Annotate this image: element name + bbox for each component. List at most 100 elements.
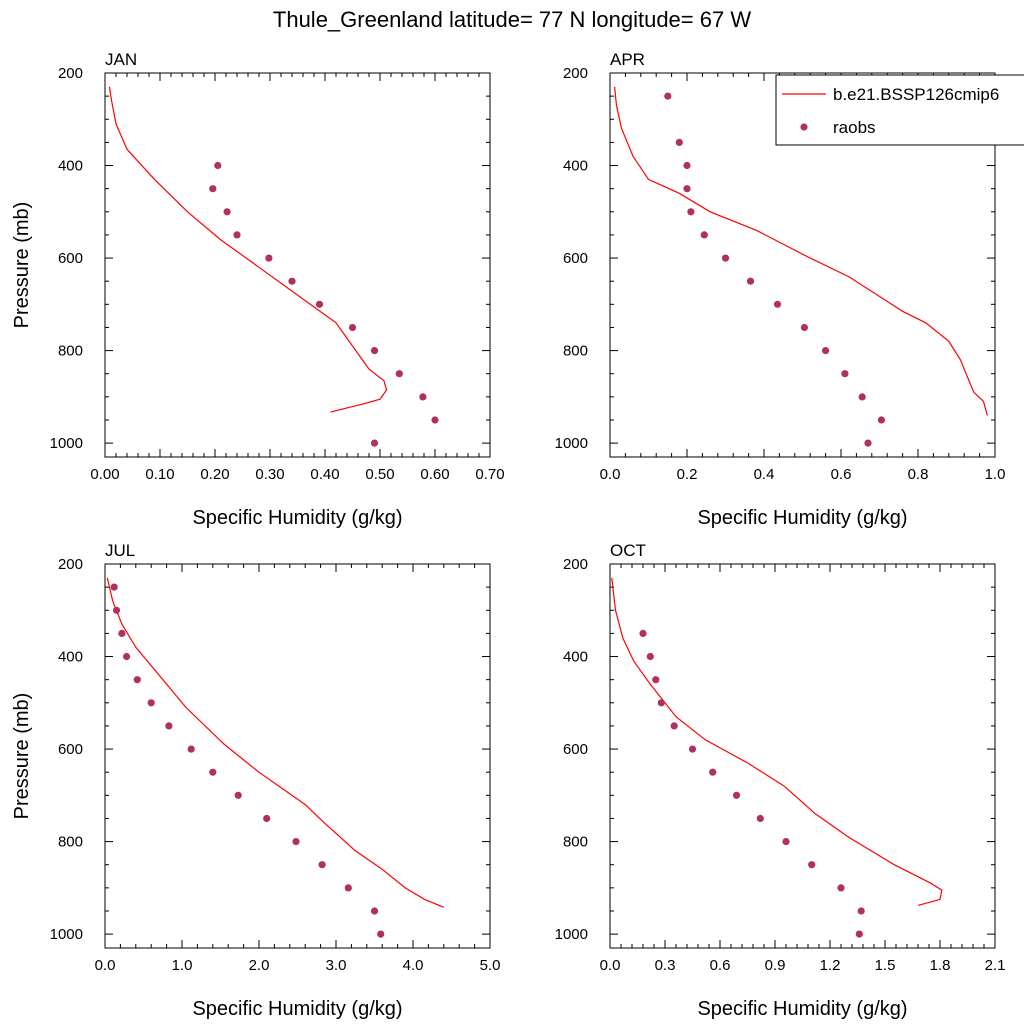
plot-frame bbox=[609, 563, 996, 949]
raobs-point bbox=[687, 208, 695, 216]
y-tick-label: 800 bbox=[58, 343, 83, 360]
x-tick-label: 0.70 bbox=[475, 466, 504, 483]
x-axis-title: Specific Humidity (g/kg) bbox=[697, 507, 907, 529]
raobs-point bbox=[864, 439, 872, 447]
legend-obs-label: raobs bbox=[833, 118, 876, 137]
x-tick-label: 3.0 bbox=[326, 957, 347, 974]
raobs-point bbox=[318, 861, 326, 869]
plot-frame bbox=[104, 72, 491, 458]
y-tick-label: 800 bbox=[563, 834, 588, 851]
raobs-point bbox=[746, 277, 755, 285]
model-profile-line bbox=[108, 86, 388, 413]
x-tick-label: 0.6 bbox=[831, 466, 852, 483]
raobs-point bbox=[187, 745, 195, 753]
x-tick-label: 1.2 bbox=[820, 957, 841, 974]
y-tick-label: 400 bbox=[58, 649, 83, 666]
x-tick-label: 0.40 bbox=[310, 466, 339, 483]
x-axis-title: Specific Humidity (g/kg) bbox=[697, 998, 907, 1020]
x-tick-label: 0.8 bbox=[908, 466, 929, 483]
model-profile-line bbox=[106, 577, 445, 908]
x-tick-label: 0.9 bbox=[765, 957, 786, 974]
raobs-point bbox=[233, 231, 241, 239]
raobs-point bbox=[348, 323, 357, 332]
x-tick-label: 0.4 bbox=[754, 466, 775, 483]
raobs-point bbox=[234, 791, 242, 799]
x-tick-label: 1.0 bbox=[985, 466, 1006, 483]
legend: b.e21.BSSP126cmip6 raobs bbox=[775, 74, 1024, 146]
x-tick-label: 4.0 bbox=[403, 957, 424, 974]
x-tick-label: 0.2 bbox=[677, 466, 698, 483]
figure-title: Thule_Greenland latitude= 77 N longitude… bbox=[273, 7, 751, 32]
x-tick-label: 0.20 bbox=[200, 466, 229, 483]
y-tick-label: 600 bbox=[58, 250, 83, 267]
y-tick-label: 400 bbox=[563, 649, 588, 666]
y-tick-label: 1000 bbox=[50, 926, 83, 943]
raobs-point bbox=[419, 393, 427, 401]
y-tick-label: 800 bbox=[58, 834, 83, 851]
panel-title: OCT bbox=[610, 541, 646, 560]
x-tick-label: 1.8 bbox=[930, 957, 951, 974]
raobs-point bbox=[857, 907, 865, 915]
raobs-point bbox=[147, 699, 155, 707]
raobs-point bbox=[209, 185, 217, 193]
raobs-point bbox=[133, 676, 141, 684]
raobs-point bbox=[370, 439, 379, 447]
raobs-point bbox=[214, 161, 222, 170]
raobs-point bbox=[855, 930, 863, 938]
x-tick-label: 0.0 bbox=[600, 957, 621, 974]
raobs-point bbox=[118, 629, 126, 638]
x-tick-label: 0.00 bbox=[90, 466, 119, 483]
y-tick-label: 600 bbox=[563, 741, 588, 758]
y-tick-label: 200 bbox=[58, 65, 83, 82]
raobs-point bbox=[773, 300, 782, 308]
y-tick-label: 1000 bbox=[555, 926, 588, 943]
raobs-point bbox=[688, 745, 697, 753]
y-tick-label: 400 bbox=[563, 158, 588, 175]
raobs-point bbox=[288, 277, 296, 285]
raobs-point bbox=[646, 652, 654, 661]
raobs-point bbox=[683, 161, 691, 170]
y-tick-label: 200 bbox=[563, 65, 588, 82]
x-axis-title: Specific Humidity (g/kg) bbox=[192, 998, 402, 1020]
raobs-point bbox=[709, 768, 717, 776]
legend-box bbox=[775, 74, 1024, 146]
panel-jul: JUL 0.0 1.0 2.0 3.0 4.0 5.0 200 400 600 800 1000 Spe… bbox=[11, 541, 500, 1020]
raobs-point bbox=[344, 884, 352, 892]
raobs-point bbox=[110, 583, 118, 591]
y-tick-label: 1000 bbox=[555, 435, 588, 452]
panel-jan: JAN 0.00 0.10 0.20 0.30 0.40 0.50 0.60 0.70 200 40… bbox=[11, 50, 505, 529]
x-tick-label: 5.0 bbox=[480, 957, 501, 974]
panel-apr: APR 0.0 0.2 0.4 0.6 0.8 1.0 200 400 600 800 1000 Spe… bbox=[555, 50, 1006, 529]
raobs-point bbox=[123, 652, 131, 661]
raobs-point bbox=[377, 930, 385, 938]
panel-oct: OCT 0.0 0.3 0.6 0.9 1.2 1.5 1.8 2.1 200 400 600 800 1… bbox=[555, 541, 1006, 1020]
raobs-point bbox=[639, 629, 647, 638]
panel-title: JUL bbox=[105, 541, 135, 560]
raobs-point bbox=[370, 347, 379, 355]
raobs-point bbox=[877, 416, 886, 424]
raobs-point bbox=[837, 884, 845, 892]
x-tick-label: 1.0 bbox=[172, 957, 193, 974]
x-tick-label: 2.0 bbox=[249, 957, 270, 974]
y-axis-title: Pressure (mb) bbox=[11, 202, 33, 329]
legend-obs-swatch bbox=[800, 123, 808, 131]
model-profile-line bbox=[611, 577, 943, 906]
raobs-point bbox=[657, 699, 665, 707]
x-tick-label: 0.3 bbox=[655, 957, 676, 974]
x-tick-label: 0.30 bbox=[255, 466, 284, 483]
y-tick-label: 200 bbox=[563, 556, 588, 573]
raobs-point bbox=[395, 370, 403, 378]
raobs-point bbox=[664, 92, 672, 100]
raobs-point bbox=[822, 347, 830, 355]
model-profile-line bbox=[614, 86, 988, 416]
x-tick-label: 0.10 bbox=[145, 466, 174, 483]
x-axis-title: Specific Humidity (g/kg) bbox=[192, 507, 402, 529]
x-tick-label: 0.60 bbox=[420, 466, 449, 483]
plot-frame bbox=[609, 72, 996, 458]
raobs-point bbox=[800, 323, 809, 332]
y-axis-title: Pressure (mb) bbox=[11, 693, 33, 820]
raobs-point bbox=[782, 838, 790, 846]
y-tick-label: 200 bbox=[58, 556, 83, 573]
raobs-point bbox=[675, 138, 683, 146]
